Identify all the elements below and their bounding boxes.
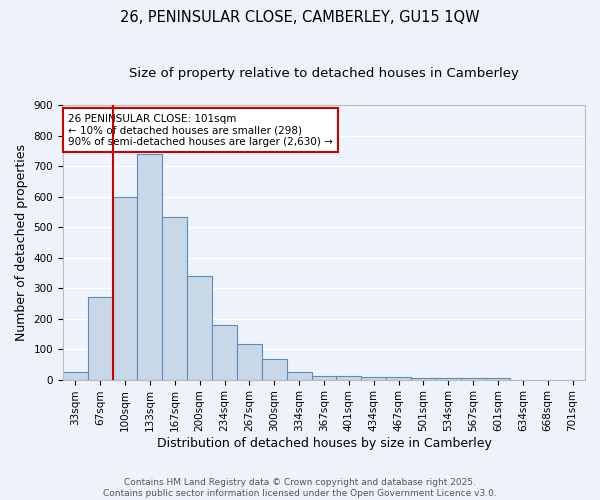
- Bar: [237, 344, 262, 380]
- Bar: [386, 377, 411, 380]
- Bar: [113, 196, 137, 380]
- Bar: [436, 378, 461, 380]
- Bar: [163, 216, 187, 380]
- Bar: [411, 378, 436, 380]
- Bar: [187, 276, 212, 380]
- Title: Size of property relative to detached houses in Camberley: Size of property relative to detached ho…: [129, 68, 519, 80]
- Bar: [63, 372, 88, 380]
- Bar: [262, 359, 287, 380]
- Bar: [461, 378, 485, 380]
- X-axis label: Distribution of detached houses by size in Camberley: Distribution of detached houses by size …: [157, 437, 491, 450]
- Bar: [287, 372, 311, 380]
- Bar: [137, 154, 163, 380]
- Text: Contains HM Land Registry data © Crown copyright and database right 2025.
Contai: Contains HM Land Registry data © Crown c…: [103, 478, 497, 498]
- Bar: [311, 376, 337, 380]
- Bar: [361, 376, 386, 380]
- Y-axis label: Number of detached properties: Number of detached properties: [15, 144, 28, 341]
- Text: 26 PENINSULAR CLOSE: 101sqm
← 10% of detached houses are smaller (298)
90% of se: 26 PENINSULAR CLOSE: 101sqm ← 10% of det…: [68, 114, 333, 146]
- Bar: [485, 378, 511, 380]
- Bar: [337, 376, 361, 380]
- Text: 26, PENINSULAR CLOSE, CAMBERLEY, GU15 1QW: 26, PENINSULAR CLOSE, CAMBERLEY, GU15 1Q…: [120, 10, 480, 25]
- Bar: [212, 326, 237, 380]
- Bar: [88, 298, 113, 380]
